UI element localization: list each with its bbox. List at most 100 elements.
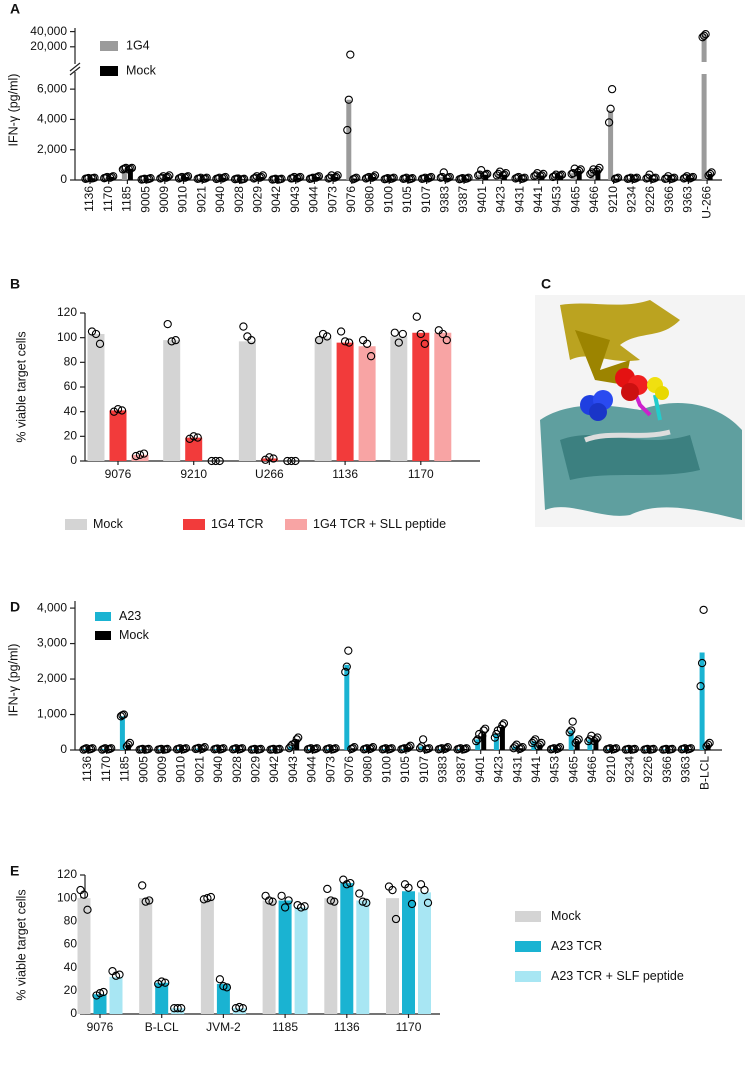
data-point — [520, 173, 529, 182]
data-point — [341, 667, 350, 677]
data-point — [499, 719, 509, 728]
data-point — [408, 174, 417, 183]
ribbon-gold — [575, 330, 630, 385]
data-point — [565, 728, 574, 737]
y-tick-label: 100 — [57, 330, 77, 344]
data-point — [438, 329, 447, 339]
x-tick-label: 9453 — [548, 756, 562, 783]
x-tick-label: 9076 — [342, 756, 356, 783]
cdr-loop — [653, 394, 662, 421]
data-point — [346, 878, 355, 888]
data-point — [701, 30, 710, 39]
legend-swatch — [515, 971, 541, 982]
y-tick-label: 40 — [64, 404, 78, 418]
legend-swatch — [95, 612, 111, 621]
data-point — [203, 894, 212, 903]
x-tick-label: 1185 — [118, 756, 132, 782]
x-tick-label: 9076 — [87, 1020, 114, 1034]
data-point — [394, 338, 403, 347]
bar — [418, 892, 431, 1014]
x-tick-label: U-266 — [699, 186, 713, 219]
data-point — [423, 898, 433, 907]
data-point — [312, 744, 322, 753]
data-point — [445, 172, 454, 182]
data-point — [157, 744, 166, 754]
data-point — [161, 978, 170, 987]
data-point — [275, 744, 284, 754]
panel-label: C — [541, 276, 551, 292]
data-point — [333, 171, 342, 180]
data-point — [697, 658, 707, 668]
bar — [356, 900, 370, 1014]
data-point — [550, 172, 559, 181]
data-point — [624, 744, 633, 754]
y-axis-title: IFN-γ (pg/ml) — [6, 644, 20, 717]
x-tick-label: 9010 — [176, 186, 190, 213]
data-point — [99, 987, 108, 997]
x-tick-label: 9105 — [398, 756, 412, 783]
data-point — [369, 172, 378, 182]
atom-sphere — [589, 403, 607, 421]
x-tick-label: 9366 — [660, 756, 674, 783]
data-point — [630, 744, 639, 754]
legend-label: Mock — [126, 63, 157, 77]
data-point — [200, 743, 209, 752]
y-tick-label: 40,000 — [30, 24, 67, 38]
x-tick-label: 1185 — [272, 1020, 298, 1034]
data-point — [390, 328, 399, 337]
x-tick-label: 9234 — [622, 756, 636, 783]
data-point — [314, 335, 324, 345]
x-tick-label: 9009 — [157, 186, 171, 213]
x-tick-label: 1136 — [82, 186, 96, 212]
data-point — [83, 905, 92, 914]
data-point — [479, 726, 488, 735]
x-tick-label: 1136 — [80, 756, 94, 782]
x-tick-label: 1170 — [101, 186, 115, 212]
data-point — [443, 743, 452, 752]
y-tick-label: 100 — [57, 890, 77, 904]
data-point — [391, 914, 401, 924]
y-axis-title: % viable target cells — [14, 331, 28, 442]
data-point — [442, 335, 451, 345]
data-point — [344, 95, 353, 104]
data-point — [344, 646, 353, 655]
data-point — [412, 312, 421, 321]
data-point — [193, 433, 202, 442]
data-point — [595, 163, 604, 173]
data-point — [199, 744, 208, 753]
x-tick-label: 9453 — [550, 186, 564, 213]
data-point — [539, 169, 548, 179]
legend-label: A23 — [119, 609, 141, 623]
data-point — [215, 975, 225, 984]
data-point — [206, 892, 216, 902]
data-point — [501, 169, 511, 178]
data-point — [362, 339, 372, 348]
data-point — [171, 335, 180, 345]
bar — [314, 337, 332, 461]
data-point — [575, 166, 584, 176]
data-point — [498, 721, 507, 730]
x-tick-label: 9043 — [288, 186, 302, 213]
x-tick-label: 9234 — [624, 186, 638, 213]
data-point — [181, 744, 191, 753]
data-point — [95, 989, 105, 998]
data-point — [211, 456, 220, 466]
data-point — [268, 897, 277, 906]
data-point — [277, 174, 286, 183]
data-point — [291, 456, 300, 466]
y-tick-label: 0 — [60, 742, 67, 756]
y-tick-label: 60 — [64, 937, 78, 951]
bar — [340, 883, 354, 1014]
data-point — [699, 605, 708, 615]
legend-label: 1G4 TCR + SLL peptide — [313, 517, 446, 531]
x-tick-label: U266 — [255, 467, 284, 481]
y-tick-label: 40 — [64, 960, 78, 974]
data-point — [698, 33, 707, 42]
data-point — [284, 896, 293, 905]
y-tick-label: 60 — [64, 379, 78, 393]
data-point — [261, 455, 270, 464]
data-point — [269, 744, 278, 754]
data-point — [516, 744, 526, 753]
data-point — [342, 662, 351, 671]
